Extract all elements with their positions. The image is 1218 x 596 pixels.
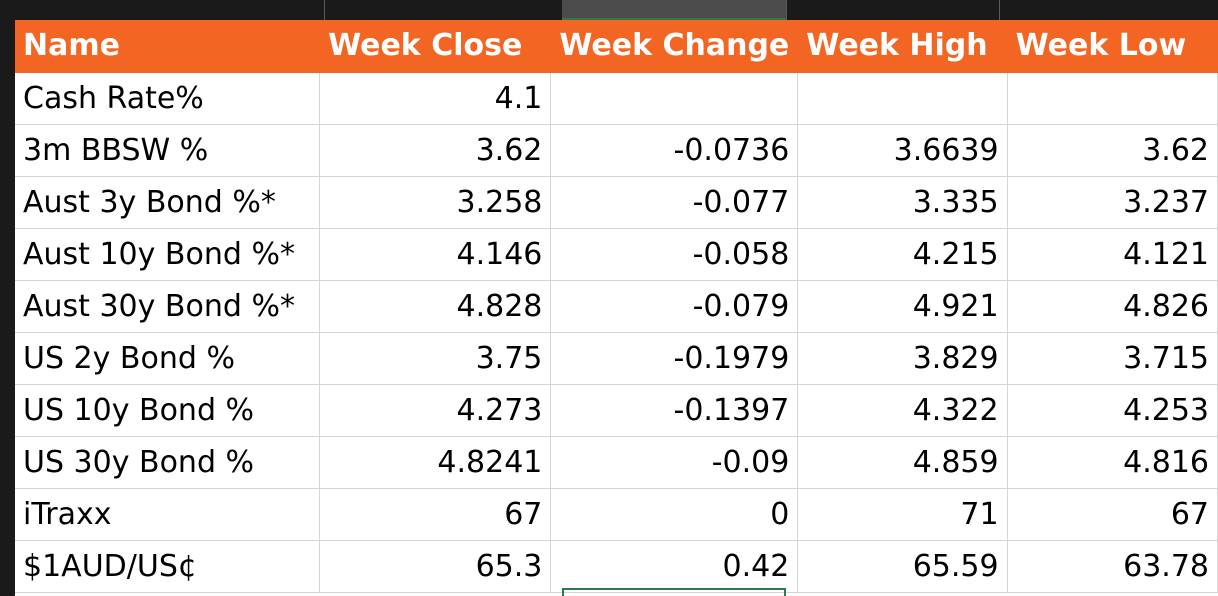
cell-week-low[interactable]: 3.62: [1007, 124, 1218, 177]
cell-name[interactable]: Aust 10y Bond %*: [15, 228, 321, 281]
cell-week-high[interactable]: 71: [797, 488, 1008, 541]
cell-week-low[interactable]: 63.78: [1007, 540, 1218, 593]
header-cell-week-high[interactable]: Week High: [797, 20, 1008, 73]
cell-week-change[interactable]: -0.0736: [550, 124, 799, 177]
cell-name[interactable]: $1AUD/US¢: [15, 540, 321, 593]
table-row: US 30y Bond % 4.8241 -0.09 4.859 4.816: [15, 436, 1218, 489]
header-row: Name Week Close Week Change Week High We…: [15, 20, 1218, 73]
cell-week-close[interactable]: 4.146: [319, 228, 552, 281]
cell-week-low[interactable]: [1007, 72, 1218, 125]
cell-week-close[interactable]: 4.273: [319, 384, 552, 437]
cell-week-high[interactable]: [797, 72, 1008, 125]
cell-week-change[interactable]: -0.09: [550, 436, 799, 489]
cell-week-change[interactable]: 0.42: [550, 540, 799, 593]
column-header-strip[interactable]: [15, 0, 1218, 20]
cell-week-close[interactable]: 3.62: [319, 124, 552, 177]
table-row: iTraxx 67 0 71 67: [15, 488, 1218, 541]
cell-week-change[interactable]: -0.077: [550, 176, 799, 229]
cell-week-close[interactable]: 67: [319, 488, 552, 541]
cell-name[interactable]: 3m BBSW %: [15, 124, 321, 177]
cell-name[interactable]: Cash Rate%: [15, 72, 321, 125]
cell-name[interactable]: Aust 3y Bond %*: [15, 176, 321, 229]
cell-week-change[interactable]: [550, 72, 799, 125]
cell-week-high[interactable]: 4.921: [797, 280, 1008, 333]
cell-week-change[interactable]: -0.058: [550, 228, 799, 281]
cell-week-change[interactable]: 0: [550, 488, 799, 541]
header-cell-week-low[interactable]: Week Low: [1007, 20, 1218, 73]
cell-week-low[interactable]: 4.826: [1007, 280, 1218, 333]
column-separator[interactable]: [324, 0, 325, 20]
cell-week-high[interactable]: 4.322: [797, 384, 1008, 437]
cell-week-close[interactable]: 4.8241: [319, 436, 552, 489]
cell-week-close[interactable]: 4.828: [319, 280, 552, 333]
column-separator[interactable]: [999, 0, 1000, 20]
cell-week-change[interactable]: -0.1979: [550, 332, 799, 385]
column-separator[interactable]: [786, 0, 787, 20]
table-row: Aust 10y Bond %* 4.146 -0.058 4.215 4.12…: [15, 228, 1218, 281]
table-row: 3m BBSW % 3.62 -0.0736 3.6639 3.62: [15, 124, 1218, 177]
cell-week-low[interactable]: 4.816: [1007, 436, 1218, 489]
cell-name[interactable]: US 30y Bond %: [15, 436, 321, 489]
table-row: $1AUD/US¢ 65.3 0.42 65.59 63.78: [15, 540, 1218, 593]
cell-name[interactable]: US 10y Bond %: [15, 384, 321, 437]
cell-week-high[interactable]: 65.59: [797, 540, 1008, 593]
cell-week-low[interactable]: 4.253: [1007, 384, 1218, 437]
cell-week-high[interactable]: 3.335: [797, 176, 1008, 229]
header-cell-week-close[interactable]: Week Close: [319, 20, 552, 73]
selected-column-header[interactable]: [562, 0, 786, 20]
cell-name[interactable]: US 2y Bond %: [15, 332, 321, 385]
table-row: US 2y Bond % 3.75 -0.1979 3.829 3.715: [15, 332, 1218, 385]
cell-week-low[interactable]: 3.237: [1007, 176, 1218, 229]
table-row: US 10y Bond % 4.273 -0.1397 4.322 4.253: [15, 384, 1218, 437]
cell-week-low[interactable]: 67: [1007, 488, 1218, 541]
cell-week-close[interactable]: 3.258: [319, 176, 552, 229]
table-row: Aust 3y Bond %* 3.258 -0.077 3.335 3.237: [15, 176, 1218, 229]
cell-week-close[interactable]: 3.75: [319, 332, 552, 385]
cell-week-low[interactable]: 4.121: [1007, 228, 1218, 281]
cell-week-low[interactable]: 3.715: [1007, 332, 1218, 385]
cell-week-close[interactable]: 4.1: [319, 72, 552, 125]
spreadsheet-grid: Name Week Close Week Change Week High We…: [15, 20, 1218, 593]
cell-name[interactable]: Aust 30y Bond %*: [15, 280, 321, 333]
cell-week-high[interactable]: 3.829: [797, 332, 1008, 385]
table-row: Aust 30y Bond %* 4.828 -0.079 4.921 4.82…: [15, 280, 1218, 333]
header-cell-name[interactable]: Name: [15, 20, 321, 73]
table-row: Cash Rate% 4.1: [15, 72, 1218, 125]
cell-week-change[interactable]: -0.079: [550, 280, 799, 333]
row-header-gutter[interactable]: [0, 0, 15, 596]
cell-week-high[interactable]: 4.859: [797, 436, 1008, 489]
cell-week-high[interactable]: 4.215: [797, 228, 1008, 281]
cell-name[interactable]: iTraxx: [15, 488, 321, 541]
cell-week-close[interactable]: 65.3: [319, 540, 552, 593]
active-cell-selection[interactable]: [562, 588, 786, 596]
header-cell-week-change[interactable]: Week Change: [550, 20, 799, 73]
cell-week-high[interactable]: 3.6639: [797, 124, 1008, 177]
cell-week-change[interactable]: -0.1397: [550, 384, 799, 437]
